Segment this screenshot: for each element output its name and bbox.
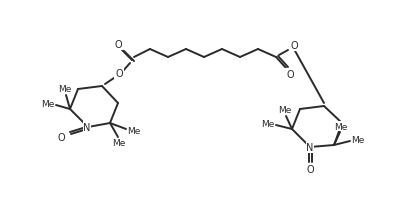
Text: N: N [306,142,314,152]
Text: Me: Me [112,139,126,148]
Text: Me: Me [261,120,275,129]
Text: Me: Me [58,85,72,94]
Text: Me: Me [351,136,365,145]
Text: Me: Me [278,106,292,115]
Text: O: O [286,70,294,80]
Text: Me: Me [127,126,141,135]
Text: O: O [115,69,123,79]
Text: O: O [290,41,298,51]
Text: Me: Me [334,122,348,131]
Text: O: O [57,132,65,142]
Text: Me: Me [41,100,55,109]
Text: O: O [306,164,314,174]
Text: N: N [83,122,91,132]
Text: O: O [114,40,122,50]
